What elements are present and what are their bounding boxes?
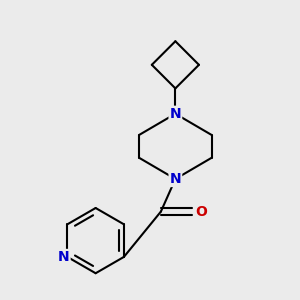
Text: N: N <box>169 172 181 186</box>
Text: N: N <box>169 107 181 121</box>
Text: N: N <box>58 250 70 264</box>
Text: O: O <box>195 205 207 219</box>
